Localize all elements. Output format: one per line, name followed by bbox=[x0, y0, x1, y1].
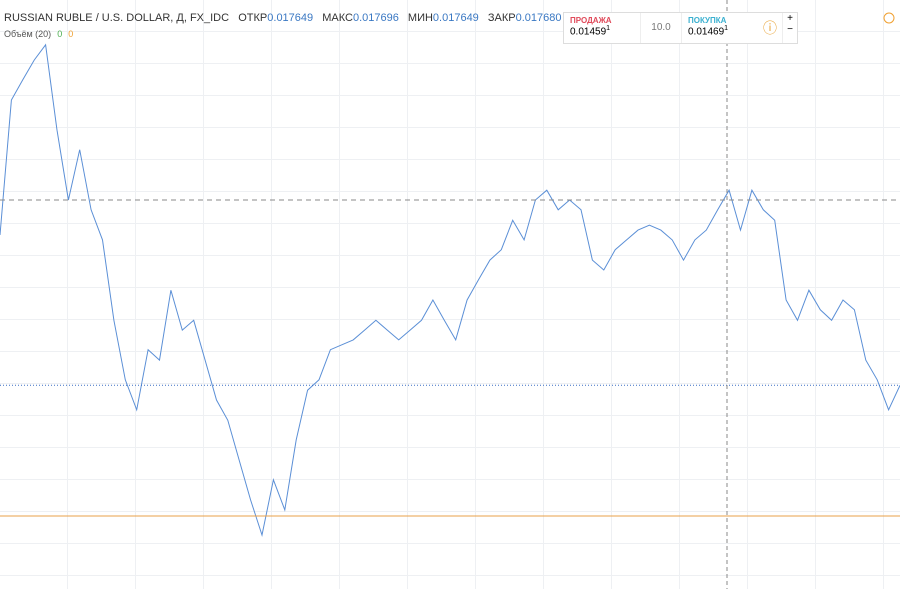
buy-button[interactable]: ПОКУПКА 0.014691 bbox=[682, 13, 758, 43]
ohlc-value: 0.017649 bbox=[267, 12, 314, 24]
minus-button[interactable]: − bbox=[787, 24, 793, 35]
header: RUSSIAN RUBLE / U.S. DOLLAR, Д, FX_IDC О… bbox=[4, 12, 568, 24]
buy-sup: 1 bbox=[724, 25, 729, 32]
ohlc-label: ОТКР bbox=[238, 12, 268, 24]
ohlc-value: 0.017696 bbox=[352, 12, 399, 24]
info-icon[interactable]: ⓘ bbox=[763, 20, 777, 36]
price-line bbox=[0, 43, 900, 537]
ohlc-value: 0.017680 bbox=[515, 12, 562, 24]
buy-price: 0.01469 bbox=[688, 26, 725, 38]
volume-value: 0 bbox=[57, 29, 63, 39]
ohlc-label: МИН bbox=[407, 12, 433, 24]
volume-value: 0 bbox=[68, 29, 74, 39]
alert-icon[interactable] bbox=[883, 12, 895, 24]
volume-label: Объём (20) bbox=[4, 29, 52, 39]
sell-label: ПРОДАЖА bbox=[570, 16, 612, 25]
sell-sup: 1 bbox=[606, 25, 611, 32]
ohlc-label: ЗАКР bbox=[487, 12, 516, 24]
spread: 10.0 bbox=[640, 13, 682, 43]
sell-button[interactable]: ПРОДАЖА 0.014591 bbox=[564, 13, 640, 43]
ohlc-value: 0.017649 bbox=[432, 12, 479, 24]
plus-button[interactable]: + bbox=[787, 13, 793, 24]
ohlc-label: МАКС bbox=[322, 12, 353, 24]
buy-label: ПОКУПКА bbox=[688, 16, 727, 25]
sell-price: 0.01459 bbox=[570, 26, 607, 38]
title: RUSSIAN RUBLE / U.S. DOLLAR, Д, FX_IDC bbox=[4, 12, 230, 24]
trade-panel: ПРОДАЖА 0.014591 10.0 ПОКУПКА 0.014691 ⓘ +… bbox=[563, 12, 798, 44]
volume: Объём (20) 0 0 bbox=[4, 29, 73, 39]
